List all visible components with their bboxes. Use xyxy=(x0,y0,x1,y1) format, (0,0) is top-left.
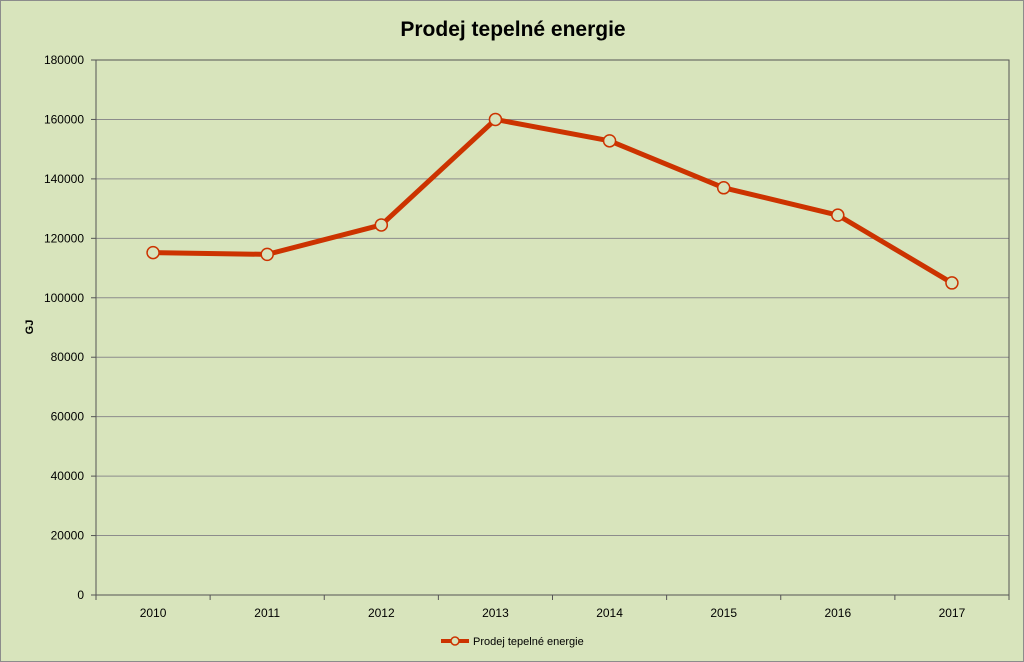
x-axis-ticks: 2010 2011 2012 2013 2014 2015 2016 2017 xyxy=(95,595,1010,620)
y-tick-label: 40000 xyxy=(51,469,85,483)
x-tick-label: 2011 xyxy=(254,606,280,620)
x-tick-label: 2014 xyxy=(596,606,623,620)
x-tick-label: 2016 xyxy=(824,606,851,620)
y-tick-label: 80000 xyxy=(51,350,85,364)
x-tick-label: 2010 xyxy=(140,606,167,620)
data-point-marker xyxy=(716,181,731,195)
series-layer xyxy=(146,112,959,290)
y-tick-label: 180000 xyxy=(44,53,84,67)
y-tick-label: 140000 xyxy=(44,172,84,186)
data-point-marker xyxy=(146,245,160,260)
y-tick-label: 60000 xyxy=(51,410,85,424)
data-point-marker xyxy=(260,247,274,262)
chart-title: Prodej tepelné energie xyxy=(400,18,625,41)
data-point-marker xyxy=(831,208,845,222)
legend-marker-swatch xyxy=(450,636,460,646)
data-point-marker xyxy=(488,112,503,127)
y-tick-label: 120000 xyxy=(44,231,84,245)
y-tick-label: 160000 xyxy=(44,112,84,126)
y-axis-label: GJ xyxy=(24,320,36,335)
series-line xyxy=(153,116,954,286)
y-axis-ticks: 0 20000 40000 60000 80000 100000 120000 140000 1… xyxy=(44,53,96,602)
data-point-marker xyxy=(374,218,389,232)
x-tick-label: 2017 xyxy=(939,606,966,620)
data-point-marker xyxy=(945,276,959,290)
y-tick-label: 20000 xyxy=(51,529,85,543)
y-tick-label: 100000 xyxy=(44,291,84,305)
x-tick-label: 2012 xyxy=(368,606,395,620)
data-point-marker xyxy=(602,134,617,148)
x-tick-label: 2013 xyxy=(482,606,509,620)
plot-area xyxy=(95,59,1010,596)
legend-label: Prodej tepelné energie xyxy=(473,636,584,648)
legend: Prodej tepelné energie xyxy=(441,636,584,648)
x-tick-label: 2015 xyxy=(710,606,737,620)
y-tick-label: 0 xyxy=(77,588,84,602)
